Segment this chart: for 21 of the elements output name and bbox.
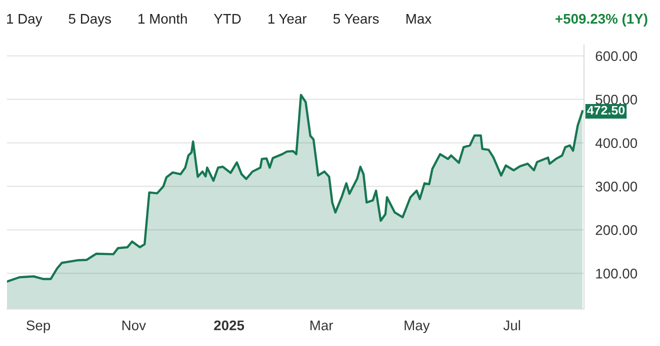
annotation: 472.50 xyxy=(587,106,625,115)
y-tick-label: 600.00 xyxy=(596,51,638,62)
y-tick-label: 100.00 xyxy=(596,268,638,279)
text: 5 Days xyxy=(68,14,111,26)
y-tick-label: 500.00 xyxy=(596,94,638,105)
x-tick-label: Mar xyxy=(310,320,334,330)
text: Max xyxy=(406,14,432,24)
y-tick-label: 300.00 xyxy=(596,182,638,192)
text: 1 Month xyxy=(138,14,187,24)
x-tick-label: Jul xyxy=(503,320,520,330)
text: +509.23% (1Y) xyxy=(556,14,648,26)
text: 5 Years xyxy=(333,14,379,24)
x-tick-label: Sep xyxy=(26,320,50,334)
y-tick-label: 200.00 xyxy=(596,225,638,236)
x-tick-label: May xyxy=(404,320,430,334)
text: 1 Year xyxy=(268,14,307,24)
x-tick-label: Nov xyxy=(122,320,146,330)
text: 1 Day xyxy=(7,14,42,26)
y-tick-label: 400.00 xyxy=(595,138,638,148)
text: YTD xyxy=(214,14,241,24)
x-tick-label: 2025 xyxy=(214,320,244,330)
